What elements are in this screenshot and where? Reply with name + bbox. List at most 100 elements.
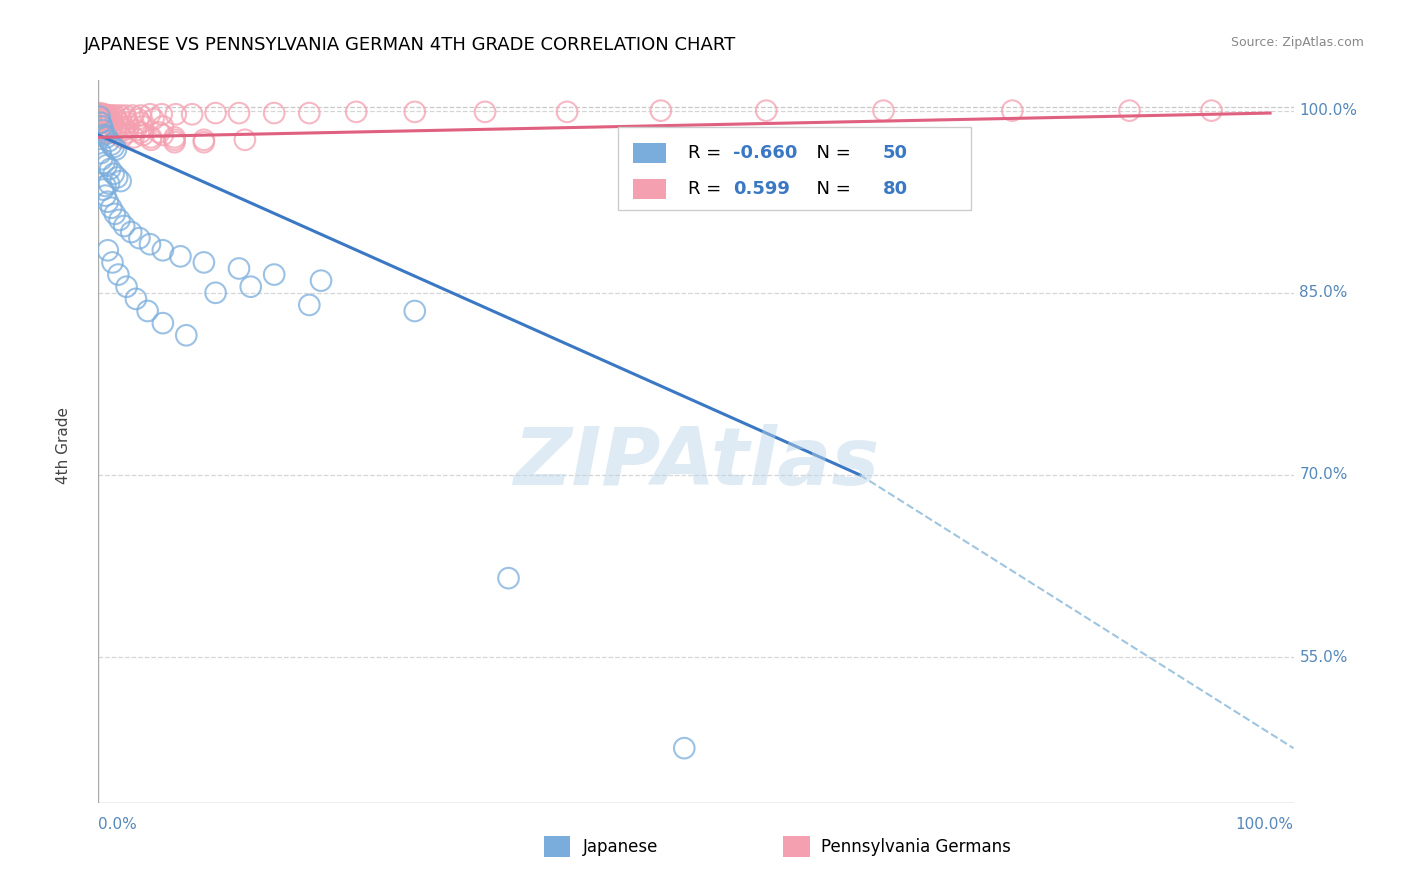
Point bbox=[93, 156, 115, 170]
Point bbox=[165, 107, 187, 121]
Point bbox=[91, 107, 114, 121]
Point bbox=[103, 167, 125, 181]
Point bbox=[90, 152, 114, 166]
Point bbox=[163, 133, 186, 147]
Point bbox=[105, 143, 128, 157]
Point bbox=[96, 108, 118, 122]
Point bbox=[90, 146, 112, 161]
Point bbox=[108, 108, 131, 122]
Point bbox=[89, 112, 111, 127]
Point bbox=[104, 207, 127, 221]
Point bbox=[89, 106, 111, 120]
Point bbox=[90, 116, 112, 130]
Point bbox=[152, 244, 174, 258]
Point bbox=[152, 316, 174, 330]
Point bbox=[108, 213, 131, 227]
Point bbox=[152, 128, 174, 142]
Text: 4th Grade: 4th Grade bbox=[56, 408, 70, 484]
Point bbox=[239, 279, 262, 293]
Point bbox=[122, 130, 145, 145]
Point bbox=[129, 126, 152, 140]
Text: 0.0%: 0.0% bbox=[98, 817, 138, 832]
Text: 100.0%: 100.0% bbox=[1299, 103, 1357, 118]
Point bbox=[91, 123, 114, 137]
Point bbox=[112, 219, 135, 233]
Point bbox=[139, 107, 162, 121]
Point bbox=[204, 106, 226, 120]
Point bbox=[120, 225, 142, 239]
Point bbox=[94, 112, 117, 127]
Point bbox=[105, 112, 128, 127]
Point bbox=[94, 188, 117, 202]
Bar bbox=[633, 179, 666, 200]
Point bbox=[98, 134, 121, 148]
Point bbox=[204, 285, 226, 300]
Point bbox=[94, 108, 117, 122]
Text: 100.0%: 100.0% bbox=[1236, 817, 1294, 832]
Point bbox=[98, 108, 121, 122]
Bar bbox=[783, 837, 810, 857]
Point bbox=[110, 174, 132, 188]
Bar bbox=[544, 837, 571, 857]
Point bbox=[555, 104, 578, 119]
Bar bbox=[633, 143, 666, 163]
Point bbox=[90, 126, 112, 140]
Text: N =: N = bbox=[804, 180, 856, 198]
Point bbox=[141, 133, 163, 147]
Point bbox=[93, 120, 115, 134]
Point bbox=[104, 108, 127, 122]
Point bbox=[98, 112, 121, 127]
Point bbox=[163, 135, 186, 149]
Point bbox=[233, 133, 256, 147]
Point bbox=[115, 112, 138, 127]
Point bbox=[112, 123, 135, 137]
Text: 55.0%: 55.0% bbox=[1299, 649, 1348, 665]
Text: N =: N = bbox=[804, 145, 856, 162]
Point bbox=[105, 123, 128, 137]
Point bbox=[96, 126, 118, 140]
Point bbox=[101, 255, 124, 269]
Point bbox=[91, 116, 114, 130]
Point bbox=[90, 120, 114, 134]
Point bbox=[90, 107, 112, 121]
Point bbox=[115, 279, 138, 293]
Point bbox=[89, 116, 111, 130]
Point bbox=[129, 108, 152, 122]
Point bbox=[132, 120, 155, 134]
Point bbox=[101, 120, 124, 134]
Point bbox=[105, 170, 128, 185]
Point bbox=[263, 268, 285, 282]
Point bbox=[114, 108, 136, 122]
Point bbox=[98, 177, 121, 191]
Text: 70.0%: 70.0% bbox=[1299, 467, 1348, 483]
Point bbox=[174, 328, 197, 343]
Point bbox=[872, 103, 894, 118]
Text: Source: ZipAtlas.com: Source: ZipAtlas.com bbox=[1230, 36, 1364, 49]
Point bbox=[650, 103, 672, 118]
Point bbox=[193, 255, 215, 269]
Point bbox=[152, 120, 174, 134]
Point bbox=[125, 292, 148, 306]
Point bbox=[100, 137, 122, 152]
Point bbox=[344, 104, 367, 119]
Point bbox=[93, 128, 115, 142]
Point bbox=[498, 571, 520, 585]
Point bbox=[1001, 103, 1024, 118]
Point bbox=[96, 158, 118, 172]
Point bbox=[90, 116, 112, 130]
Point bbox=[128, 231, 150, 245]
Point bbox=[673, 741, 696, 756]
Text: 50: 50 bbox=[883, 145, 907, 162]
Point bbox=[263, 106, 285, 120]
Text: 85.0%: 85.0% bbox=[1299, 285, 1348, 301]
Point bbox=[90, 112, 114, 127]
Point bbox=[142, 112, 165, 127]
Point bbox=[132, 128, 155, 142]
Point bbox=[108, 120, 131, 134]
FancyBboxPatch shape bbox=[619, 128, 972, 211]
Point bbox=[404, 104, 426, 119]
Point bbox=[100, 116, 122, 130]
Text: 0.599: 0.599 bbox=[733, 180, 790, 198]
Point bbox=[121, 108, 143, 122]
Point bbox=[100, 126, 122, 140]
